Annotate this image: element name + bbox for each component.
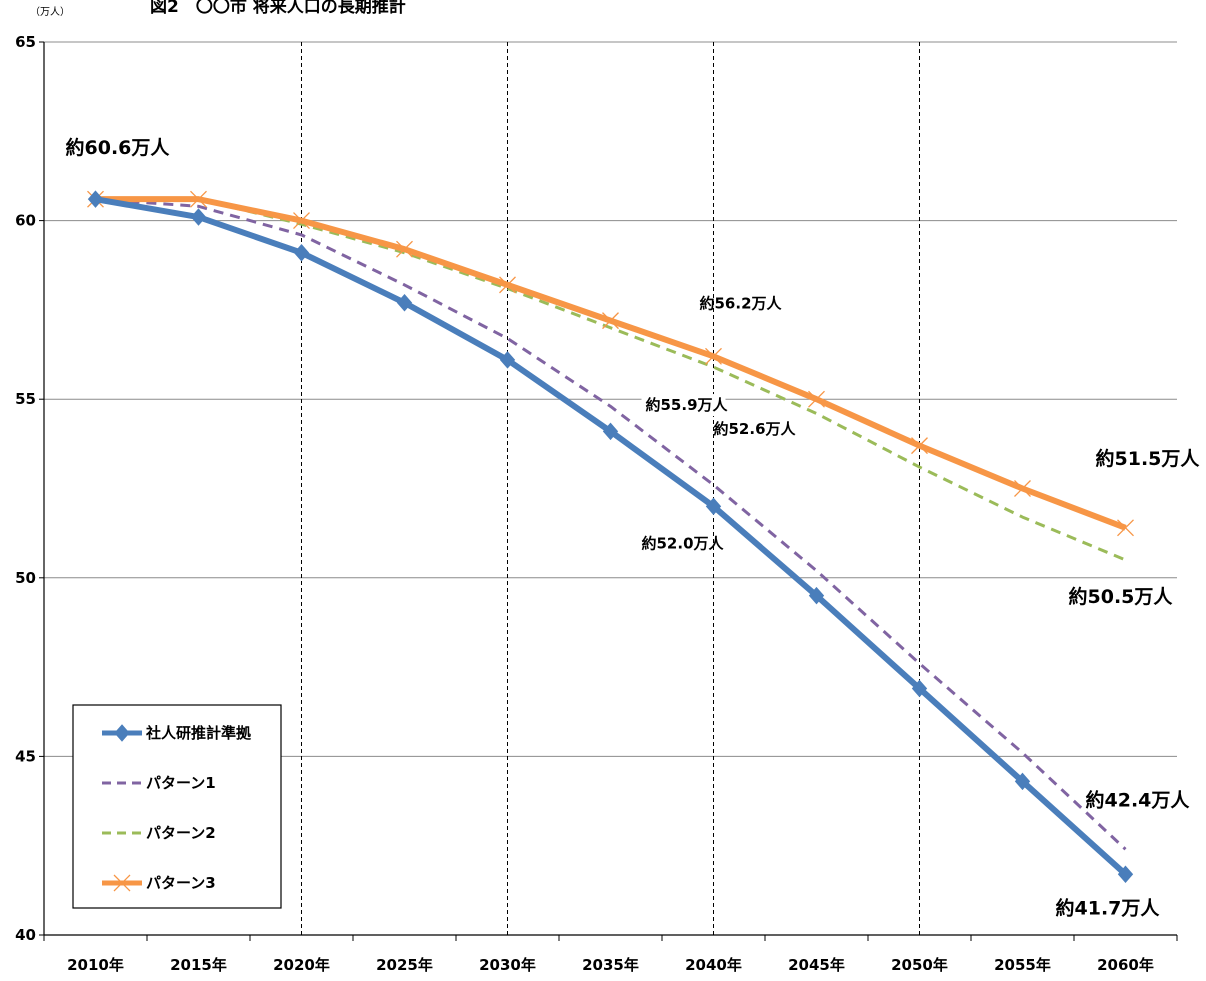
data-point-diamond — [87, 190, 104, 208]
legend-item: パターン3 — [102, 874, 216, 892]
x-tick-label: 2050年 — [891, 956, 948, 974]
x-tick-label: 2045年 — [788, 956, 845, 974]
x-tick-label: 2030年 — [479, 956, 536, 974]
x-tick-label: 2015年 — [170, 956, 227, 974]
axes — [43, 42, 1177, 936]
x-ticks: 2010年 2015年 2020年 2025年 2030年 2035年 2040年 2045年… — [43, 935, 1178, 974]
data-point-diamond — [190, 208, 207, 226]
data-point-diamond — [114, 724, 130, 742]
data-point-cross — [499, 276, 516, 294]
y-tick-label: 50 — [15, 569, 36, 587]
annotation-label: 約55.9万人 — [646, 396, 729, 414]
y-tick-label: 40 — [15, 926, 36, 944]
x-tick-label: 2055年 — [994, 956, 1051, 974]
y-tick-label: 55 — [15, 390, 36, 408]
legend-label: パターン2 — [146, 824, 216, 842]
data-point-cross — [113, 874, 131, 892]
annotation-label: 約52.0万人 — [642, 534, 725, 552]
data-point-cross — [190, 190, 207, 208]
data-point-cross — [1117, 519, 1134, 537]
data-point-diamond — [705, 497, 722, 516]
x-tick-label: 2025年 — [376, 956, 433, 974]
series-line — [95, 196, 1127, 531]
x-tick-label: 2020年 — [273, 956, 330, 974]
annotation-label: 約60.6万人 — [66, 136, 171, 159]
grid — [44, 41, 1177, 757]
legend-label: パターン1 — [146, 774, 216, 792]
annotation-label: 約52.6万人 — [714, 420, 797, 438]
annotation-label: 約56.2万人 — [700, 294, 783, 312]
y-tick-label: 60 — [15, 212, 36, 230]
series-1 — [87, 190, 1134, 884]
annotation-label: 約51.5万人 — [1096, 447, 1201, 470]
data-point-diamond — [911, 679, 928, 698]
legend-item: パターン2 — [102, 824, 216, 842]
legend-box — [72, 704, 282, 909]
series-line — [95, 197, 1127, 562]
data-point-cross — [808, 390, 825, 408]
data-point-diamond — [293, 243, 310, 262]
y-ticks: 40 45 50 55 60 65 — [15, 33, 44, 944]
data-point-cross — [911, 437, 928, 455]
legend-item: 社人研推計準拠 — [102, 724, 252, 742]
y-tick-label: 65 — [15, 33, 36, 51]
data-point-diamond — [1117, 865, 1134, 884]
y-tick-label: 45 — [15, 747, 36, 765]
vertical-markers — [301, 42, 920, 935]
legend-label: 社人研推計準拠 — [145, 724, 252, 742]
data-point-diamond — [602, 422, 619, 441]
series-3 — [95, 197, 1127, 562]
data-point-cross — [602, 312, 619, 330]
series-4 — [87, 190, 1134, 537]
legend-label: パターン3 — [146, 874, 216, 892]
data-point-cross — [396, 240, 413, 258]
data-point-cross — [293, 212, 310, 230]
annotation-label: 約41.7万人 — [1056, 896, 1161, 919]
x-tick-label: 2010年 — [67, 956, 124, 974]
data-point-diamond — [396, 293, 413, 312]
data-point-diamond — [1014, 772, 1031, 791]
x-tick-label: 2035年 — [582, 956, 639, 974]
annotation-label: 約42.4万人 — [1086, 788, 1191, 811]
x-tick-label: 2040年 — [685, 956, 742, 974]
series-line — [95, 197, 1127, 851]
series-2 — [95, 197, 1127, 851]
data-point-cross — [705, 347, 722, 365]
data-point-cross — [1014, 480, 1031, 497]
data-point-diamond — [808, 586, 825, 605]
annotation-label: 約50.5万人 — [1069, 585, 1174, 608]
annotation-bg — [641, 394, 726, 417]
y-axis-unit: （万人） — [30, 6, 70, 18]
x-tick-label: 2060年 — [1097, 956, 1154, 974]
chart-title: 図2 〇〇市 将来人口の長期推計 — [150, 0, 406, 17]
data-point-diamond — [499, 351, 516, 369]
legend-item: パターン1 — [102, 774, 216, 792]
series-lines — [87, 190, 1134, 884]
